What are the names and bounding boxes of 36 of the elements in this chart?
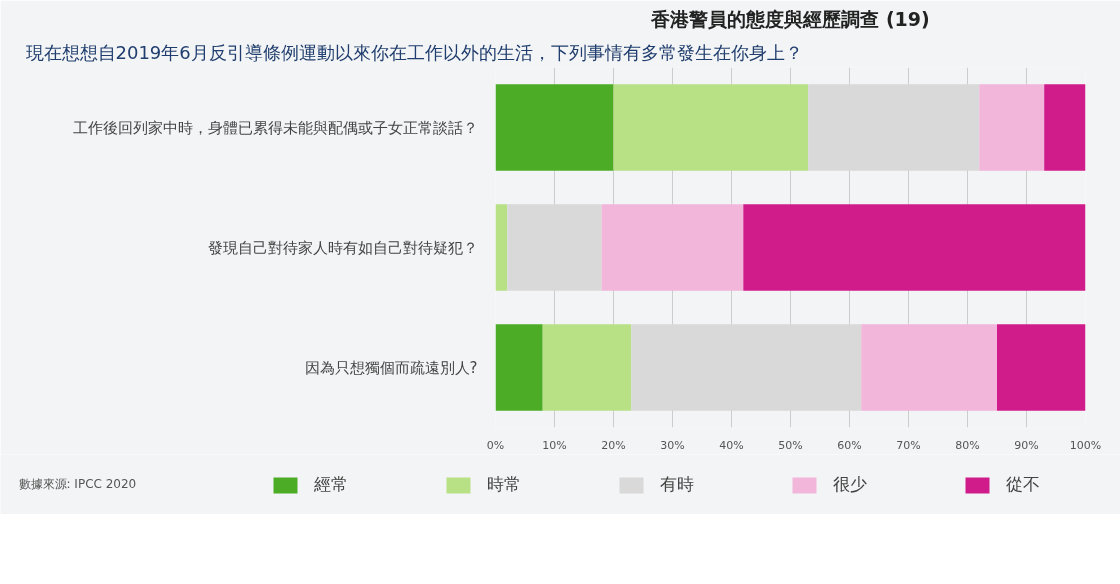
legend-label: 有時 (660, 473, 694, 496)
bar (507, 204, 602, 291)
chart-subtitle: 現在想想自2019年6月反引導條例運動以來你在工作以外的生活，下列事情有多常發生在你身上？ (25, 41, 803, 63)
bar (861, 324, 997, 411)
bar (631, 324, 862, 411)
x-tick-label: 80% (955, 438, 980, 452)
text: 數據來源: IPCC 2020 (18, 476, 137, 491)
bar (495, 84, 614, 171)
x-tick-label: 0% (486, 438, 505, 452)
bar (808, 84, 980, 171)
bar (1044, 84, 1086, 171)
x-tick-label: 40% (719, 438, 744, 452)
y-tick-label: 發現自己對待家人時有如自己對待疑犯？ (207, 238, 478, 257)
x-tick-label: 70% (896, 438, 921, 452)
bar (495, 324, 543, 411)
x-tick-label: 20% (601, 438, 626, 452)
bar (542, 324, 632, 411)
bar (979, 84, 1045, 171)
y-tick-label: 工作後回列家中時，身體已累得未能與配偶或子女正常談話？ (72, 118, 478, 137)
x-tick-label: 50% (778, 438, 803, 452)
x-tick-label: 100% (1069, 438, 1102, 452)
legend-label: 從不 (1006, 473, 1040, 496)
bar (743, 204, 1086, 291)
bar (997, 324, 1086, 411)
bar (601, 204, 744, 291)
y-tick-label: 因為只想獨個而疏遠別人? (304, 358, 478, 377)
legend-label: 很少 (833, 473, 867, 496)
x-tick-label: 30% (660, 438, 685, 452)
bar (613, 84, 809, 171)
x-tick-label: 60% (837, 438, 862, 452)
x-tick-label: 90% (1014, 438, 1039, 452)
legend-label: 經常 (314, 473, 348, 496)
bar (495, 204, 508, 291)
chart-title: 香港警員的態度與經歷調查 (19) (650, 7, 930, 30)
x-tick-label: 10% (542, 438, 567, 452)
legend-label: 時常 (487, 473, 521, 496)
